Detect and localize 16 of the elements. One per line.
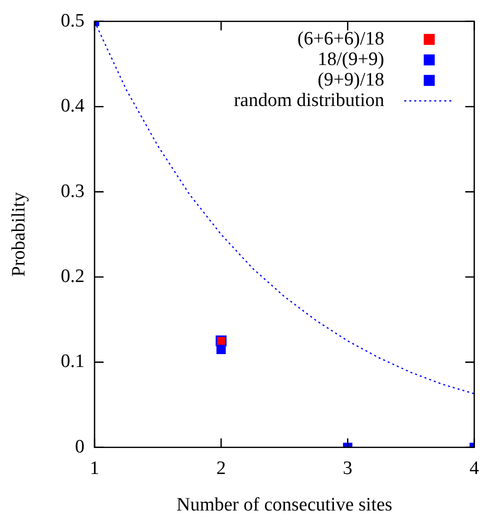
- x-axis-title: Number of consecutive sites: [176, 494, 392, 516]
- legend-label: 18/(9+9): [318, 48, 384, 70]
- y-tick-label: 0.4: [60, 96, 86, 117]
- x-tick-label: 3: [342, 458, 352, 479]
- y-axis-title: Probability: [8, 192, 30, 277]
- y-tick-label: 0.1: [60, 351, 85, 372]
- legend-label: (6+6+6)/18: [297, 28, 384, 50]
- x-tick-label: 1: [90, 458, 100, 479]
- y-tick-label: 0.3: [60, 180, 85, 202]
- legend-label: random distribution: [234, 90, 385, 111]
- legend-label: (9+9)/18: [318, 69, 384, 90]
- y-tick-label: 0.5: [60, 10, 85, 32]
- y-tick-label: 0.2: [60, 266, 85, 287]
- y-tick-label: 0: [75, 436, 85, 458]
- x-tick-label: 2: [216, 458, 226, 479]
- x-tick-label: 4: [470, 458, 480, 479]
